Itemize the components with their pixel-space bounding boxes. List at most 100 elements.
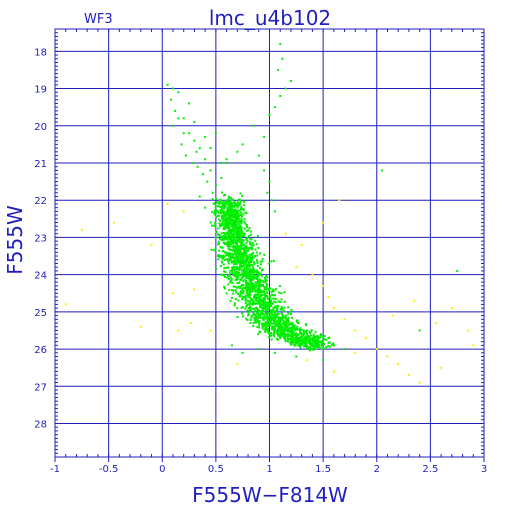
star-point-green [267, 287, 270, 290]
star-point-green [231, 239, 234, 242]
star-point-green [290, 332, 293, 335]
star-point-green [266, 312, 269, 315]
star-point-green [219, 246, 222, 249]
star-point-green [227, 254, 230, 257]
star-point-green [248, 260, 251, 263]
star-point-green [236, 246, 239, 249]
star-point-green [255, 307, 258, 310]
star-point-green [299, 339, 302, 342]
star-point-green [243, 265, 246, 268]
star-point-green [222, 273, 225, 276]
star-point-green [284, 328, 287, 331]
star-point-green [225, 237, 228, 240]
star-point-green [303, 340, 306, 343]
star-point-green [242, 234, 245, 237]
star-point-green [238, 266, 241, 269]
star-point-green [220, 176, 223, 179]
star-point-green [216, 201, 219, 204]
star-point-green [233, 213, 236, 216]
y-tick-label: 24 [34, 271, 47, 282]
star-point-green [218, 202, 221, 205]
star-point-green [240, 206, 243, 209]
star-point-green [225, 252, 228, 255]
star-point-yellow [322, 221, 325, 224]
star-point-green [283, 324, 286, 327]
star-point-green [314, 336, 317, 339]
star-point-green [299, 345, 302, 348]
star-point-green [257, 291, 260, 294]
star-point-green [231, 218, 234, 221]
star-point-green [312, 333, 315, 336]
star-point-green [252, 312, 255, 315]
star-point-green [267, 302, 270, 305]
star-point-green [213, 212, 216, 215]
star-point-green [221, 203, 224, 206]
star-point-green [245, 238, 248, 241]
star-point-green [229, 281, 232, 284]
star-point-green [230, 198, 233, 201]
star-point-green [239, 211, 242, 214]
star-point-green [227, 205, 230, 208]
star-point-green [294, 342, 297, 345]
star-point-green [198, 147, 201, 150]
star-point-green [225, 218, 228, 221]
star-point-green [273, 325, 276, 328]
star-point-green [241, 220, 244, 223]
star-point-green [270, 331, 273, 334]
star-point-green [235, 238, 238, 241]
star-point-green [272, 327, 275, 330]
star-point-green [289, 323, 292, 326]
star-point-green [238, 214, 241, 217]
star-point-green [262, 297, 265, 300]
star-point-green [230, 239, 233, 242]
star-point-green [270, 199, 273, 202]
star-point-green [270, 318, 273, 321]
star-point-green [287, 319, 290, 322]
star-point-green [228, 207, 231, 210]
star-point-green [266, 317, 269, 320]
star-point-green [253, 286, 256, 289]
star-point-green [245, 317, 248, 320]
star-point-green [220, 232, 223, 235]
star-point-green [302, 329, 305, 332]
star-point-green [232, 247, 235, 250]
star-point-green [247, 268, 250, 271]
star-point-green [241, 253, 244, 256]
star-point-green [267, 317, 270, 320]
star-point-green [249, 277, 252, 280]
star-point-green [297, 321, 300, 324]
star-point-green [235, 276, 238, 279]
star-point-green [290, 328, 293, 331]
star-point-green [312, 345, 315, 348]
star-point-green [214, 206, 217, 209]
star-point-green [276, 307, 279, 310]
star-point-green [265, 283, 268, 286]
star-point-green [222, 263, 225, 266]
star-point-green [238, 249, 241, 252]
star-point-green [251, 290, 254, 293]
star-point-green [275, 337, 278, 340]
star-point-green [214, 225, 217, 228]
star-point-green [293, 344, 296, 347]
star-point-green [316, 335, 319, 338]
star-point-green [259, 313, 262, 316]
star-point-green [246, 290, 249, 293]
star-point-green [242, 249, 245, 252]
star-point-green [228, 209, 231, 212]
star-point-green [246, 225, 249, 228]
star-point-green [221, 217, 224, 220]
star-point-green [249, 233, 252, 236]
star-point-green [250, 287, 253, 290]
star-point-green [214, 132, 217, 135]
star-point-green [241, 264, 244, 267]
star-point-green [259, 291, 262, 294]
star-point-green [220, 235, 223, 238]
star-point-green [260, 310, 263, 313]
star-point-green [266, 295, 269, 298]
star-point-green [236, 282, 239, 285]
star-point-green [276, 323, 279, 326]
star-point-green [254, 317, 257, 320]
star-point-green [289, 341, 292, 344]
star-point-green [243, 227, 246, 230]
